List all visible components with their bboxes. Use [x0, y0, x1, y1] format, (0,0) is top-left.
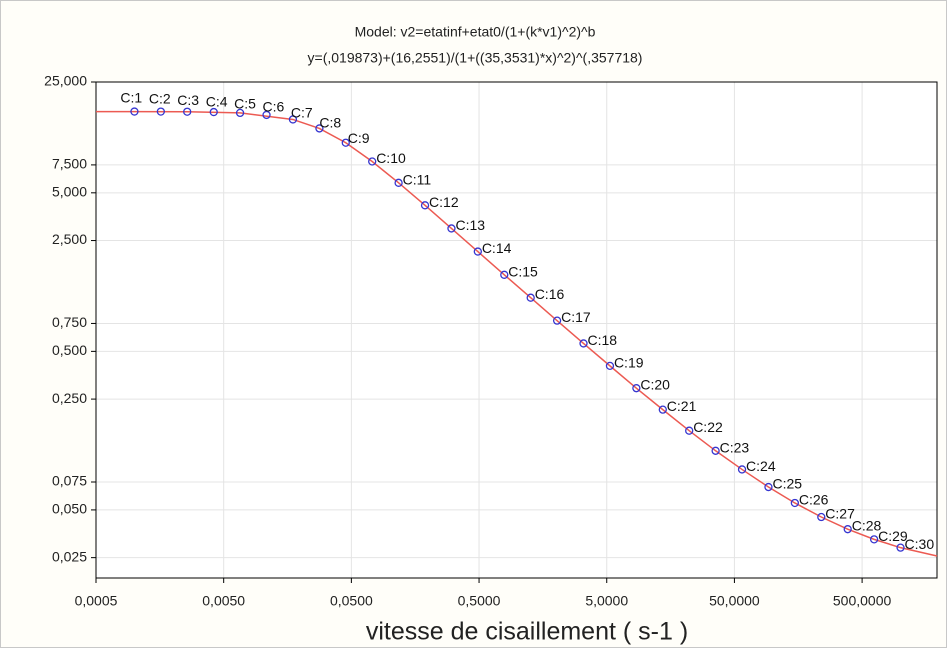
point-label: C:1 — [120, 89, 142, 105]
y-tick-label: 0,250 — [52, 390, 87, 406]
point-label: C:4 — [206, 93, 228, 109]
x-tick-label: 0,0050 — [202, 593, 245, 609]
data-point — [156, 107, 165, 116]
point-label: C:30 — [905, 536, 935, 552]
point-label: C:29 — [878, 528, 908, 544]
point-label: C:28 — [852, 518, 882, 534]
data-point — [235, 108, 245, 118]
data-point — [500, 270, 509, 279]
point-label: C:9 — [348, 130, 370, 146]
data-point — [843, 525, 852, 534]
point-label: C:19 — [614, 354, 644, 370]
point-label: C:7 — [291, 104, 313, 120]
data-point — [341, 138, 350, 147]
data-point — [605, 361, 615, 371]
point-label: C:18 — [588, 332, 618, 348]
data-point — [711, 446, 720, 455]
point-label: C:13 — [455, 217, 485, 233]
x-tick-label: 500,0000 — [833, 593, 892, 609]
chart-subtitle: y=(,019873)+(16,2551)/(1+((35,3531)*x)^2… — [308, 50, 643, 66]
y-tick-label: 0,500 — [52, 342, 87, 358]
data-point — [526, 293, 535, 302]
data-point — [764, 482, 773, 492]
y-tick-label: 7,500 — [52, 156, 87, 172]
y-tick-label: 2,500 — [52, 231, 87, 247]
point-label: C:27 — [825, 506, 855, 522]
point-label: C:16 — [535, 286, 565, 302]
data-point — [315, 124, 324, 133]
data-point — [420, 201, 430, 210]
point-label: C:21 — [667, 398, 697, 414]
x-axis-label: vitesse de cisaillement ( s-1 ) — [366, 618, 688, 646]
data-point — [685, 426, 694, 435]
data-point — [869, 535, 879, 544]
data-point — [817, 512, 826, 522]
point-label: C:22 — [693, 419, 723, 435]
point-label: C:6 — [263, 99, 285, 115]
point-label: C:2 — [149, 91, 171, 107]
x-tick-label: 50,0000 — [709, 593, 760, 609]
data-point — [552, 316, 562, 325]
point-label: C:26 — [799, 491, 829, 507]
data-point — [790, 498, 800, 508]
data-point — [183, 107, 192, 116]
data-point — [737, 465, 747, 474]
data-point — [896, 543, 905, 552]
point-label: C:24 — [746, 458, 776, 474]
chart-title: Model: v2=etatinf+etat0/(1+(k*v1)^2)^b — [355, 24, 596, 40]
plot-border — [95, 81, 938, 579]
x-tick-label: 0,0005 — [75, 593, 118, 609]
x-tick-label: 5,0000 — [585, 593, 628, 609]
point-label: C:3 — [177, 92, 199, 108]
y-tick-label: 0,050 — [52, 501, 87, 517]
data-point — [632, 384, 641, 393]
point-label: C:17 — [561, 309, 591, 325]
data-point — [473, 247, 482, 256]
point-label: C:20 — [640, 377, 670, 393]
point-label: C:12 — [429, 194, 459, 210]
point-label: C:8 — [319, 115, 341, 131]
data-point — [447, 224, 456, 233]
fit-curve — [96, 110, 938, 557]
point-label: C:25 — [772, 476, 802, 492]
data-point — [394, 178, 403, 187]
data-point — [579, 339, 588, 348]
y-tick-label: 5,000 — [52, 184, 87, 200]
point-label: C:15 — [508, 263, 538, 279]
x-tick-label: 0,5000 — [458, 593, 501, 609]
point-label: C:5 — [234, 95, 256, 111]
data-point — [658, 405, 667, 414]
point-label: C:10 — [376, 150, 406, 166]
y-tick-label: 25,000 — [44, 73, 87, 89]
y-tick-label: 0,075 — [52, 473, 87, 489]
data-point — [288, 115, 298, 124]
y-tick-label: 0,750 — [52, 314, 87, 330]
data-point — [262, 110, 271, 120]
x-tick-label: 0,0500 — [330, 593, 373, 609]
data-point — [209, 107, 218, 117]
point-label: C:14 — [482, 240, 512, 256]
y-tick-label: 0,025 — [52, 548, 87, 564]
data-point — [130, 107, 139, 116]
data-point — [368, 157, 377, 166]
point-label: C:23 — [720, 439, 750, 455]
point-label: C:11 — [403, 171, 432, 187]
